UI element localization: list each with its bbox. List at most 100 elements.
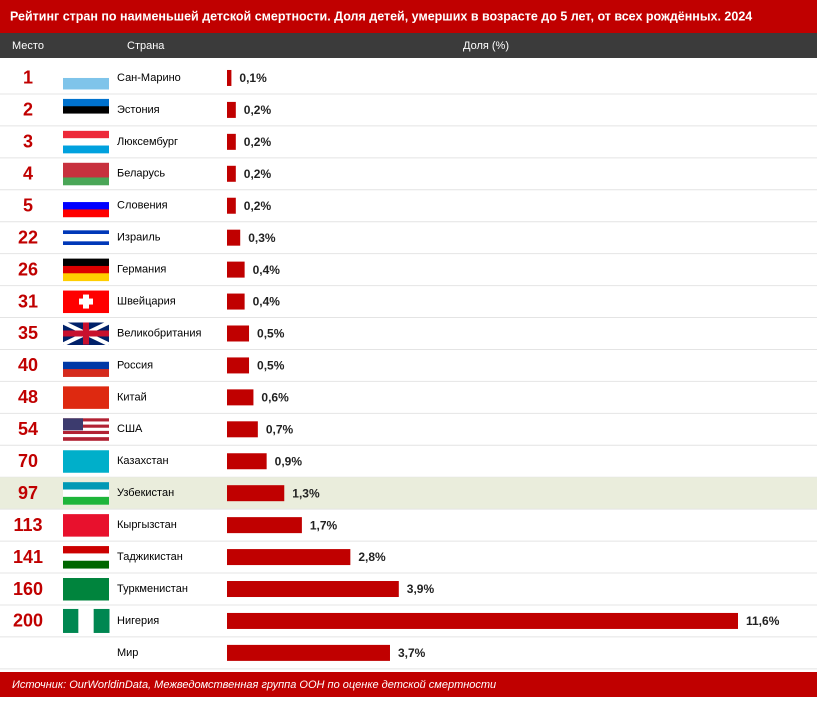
flag (63, 578, 109, 601)
value-label: 0,4% (253, 263, 281, 277)
flag (63, 138, 109, 147)
country-label: США (117, 423, 143, 435)
rank: 160 (13, 579, 43, 599)
flag (63, 386, 109, 409)
flag (63, 553, 109, 562)
flag (63, 245, 109, 250)
rank: 4 (23, 164, 33, 184)
flag (63, 209, 109, 218)
flag (63, 496, 109, 505)
rank: 2 (23, 100, 33, 120)
rank: 141 (13, 547, 43, 567)
column-header: Доля (%) (463, 40, 509, 52)
value-label: 0,7% (266, 422, 294, 436)
bar (227, 325, 250, 342)
country-label: Мир (117, 647, 138, 659)
column-header: Место (12, 40, 44, 52)
country-label: Эстония (117, 104, 160, 116)
value-label: 11,6% (746, 614, 780, 628)
title-bar (0, 0, 817, 33)
flag (63, 546, 109, 554)
flag (63, 106, 109, 115)
flag (63, 514, 109, 537)
country-label: Россия (117, 359, 153, 371)
value-label: 0,2% (244, 135, 272, 149)
flag (63, 170, 109, 178)
bar (227, 69, 232, 86)
bar (227, 197, 236, 214)
bar (227, 293, 245, 310)
flag (63, 230, 109, 235)
bar (227, 453, 267, 470)
country-label: Люксембург (117, 136, 178, 148)
value-label: 1,7% (310, 518, 338, 532)
country-label: Словения (117, 200, 168, 212)
flag (63, 258, 109, 267)
value-label: 0,2% (244, 199, 272, 213)
rank: 97 (18, 483, 38, 503)
flag (63, 354, 109, 363)
flag (63, 226, 109, 231)
header-bar (0, 33, 817, 58)
flag (63, 237, 109, 242)
country-label: Таджикистан (117, 551, 183, 563)
bar (227, 612, 738, 629)
flag (63, 418, 109, 422)
bar (227, 357, 250, 374)
rank: 35 (18, 323, 38, 343)
country-label: Израиль (117, 232, 161, 244)
flag (63, 265, 109, 274)
rank: 22 (18, 227, 38, 247)
flag (63, 77, 109, 90)
value-label: 0,9% (275, 454, 303, 468)
value-label: 0,5% (257, 327, 285, 341)
flag (63, 421, 109, 426)
flag (63, 608, 79, 633)
flag (63, 369, 109, 377)
flag (63, 427, 109, 432)
value-label: 0,5% (257, 359, 285, 373)
country-label: Казахстан (117, 455, 169, 467)
value-label: 0,1% (239, 71, 267, 85)
country-label: Кыргызстан (117, 519, 177, 531)
flag (63, 177, 109, 186)
bar (227, 389, 254, 406)
footer-bar (0, 672, 817, 697)
flag (63, 194, 109, 203)
bar (227, 165, 236, 182)
source: Источник: OurWorldinData, Межведомственн… (12, 679, 496, 691)
rank: 40 (18, 355, 38, 375)
bar (227, 421, 258, 438)
bar (227, 133, 236, 150)
country-label: Туркменистан (117, 583, 188, 595)
flag (63, 98, 109, 107)
flag (63, 434, 109, 438)
flag (63, 450, 109, 473)
chart-title: Рейтинг стран по наименьшей детской смер… (10, 9, 752, 23)
rank: 26 (18, 259, 38, 279)
flag (79, 298, 93, 305)
country-label: Узбекистан (117, 487, 174, 499)
bar (227, 261, 245, 278)
flag (63, 424, 109, 429)
flag (78, 608, 95, 633)
rank: 70 (18, 451, 38, 471)
flag (63, 560, 109, 569)
flag (93, 608, 110, 633)
column-header: Страна (127, 40, 165, 52)
value-label: 3,7% (398, 646, 426, 660)
flag (63, 130, 109, 139)
country-label: Сан-Марино (117, 72, 181, 84)
rank: 3 (23, 132, 33, 152)
flag (63, 234, 109, 239)
country-label: Нигерия (117, 615, 159, 627)
rank: 5 (23, 195, 33, 215)
flag (63, 145, 109, 154)
bar (227, 101, 236, 118)
rank: 1 (23, 68, 33, 88)
bar (227, 229, 241, 246)
bar (227, 549, 351, 566)
flag (63, 241, 109, 246)
value-label: 2,8% (358, 550, 386, 564)
